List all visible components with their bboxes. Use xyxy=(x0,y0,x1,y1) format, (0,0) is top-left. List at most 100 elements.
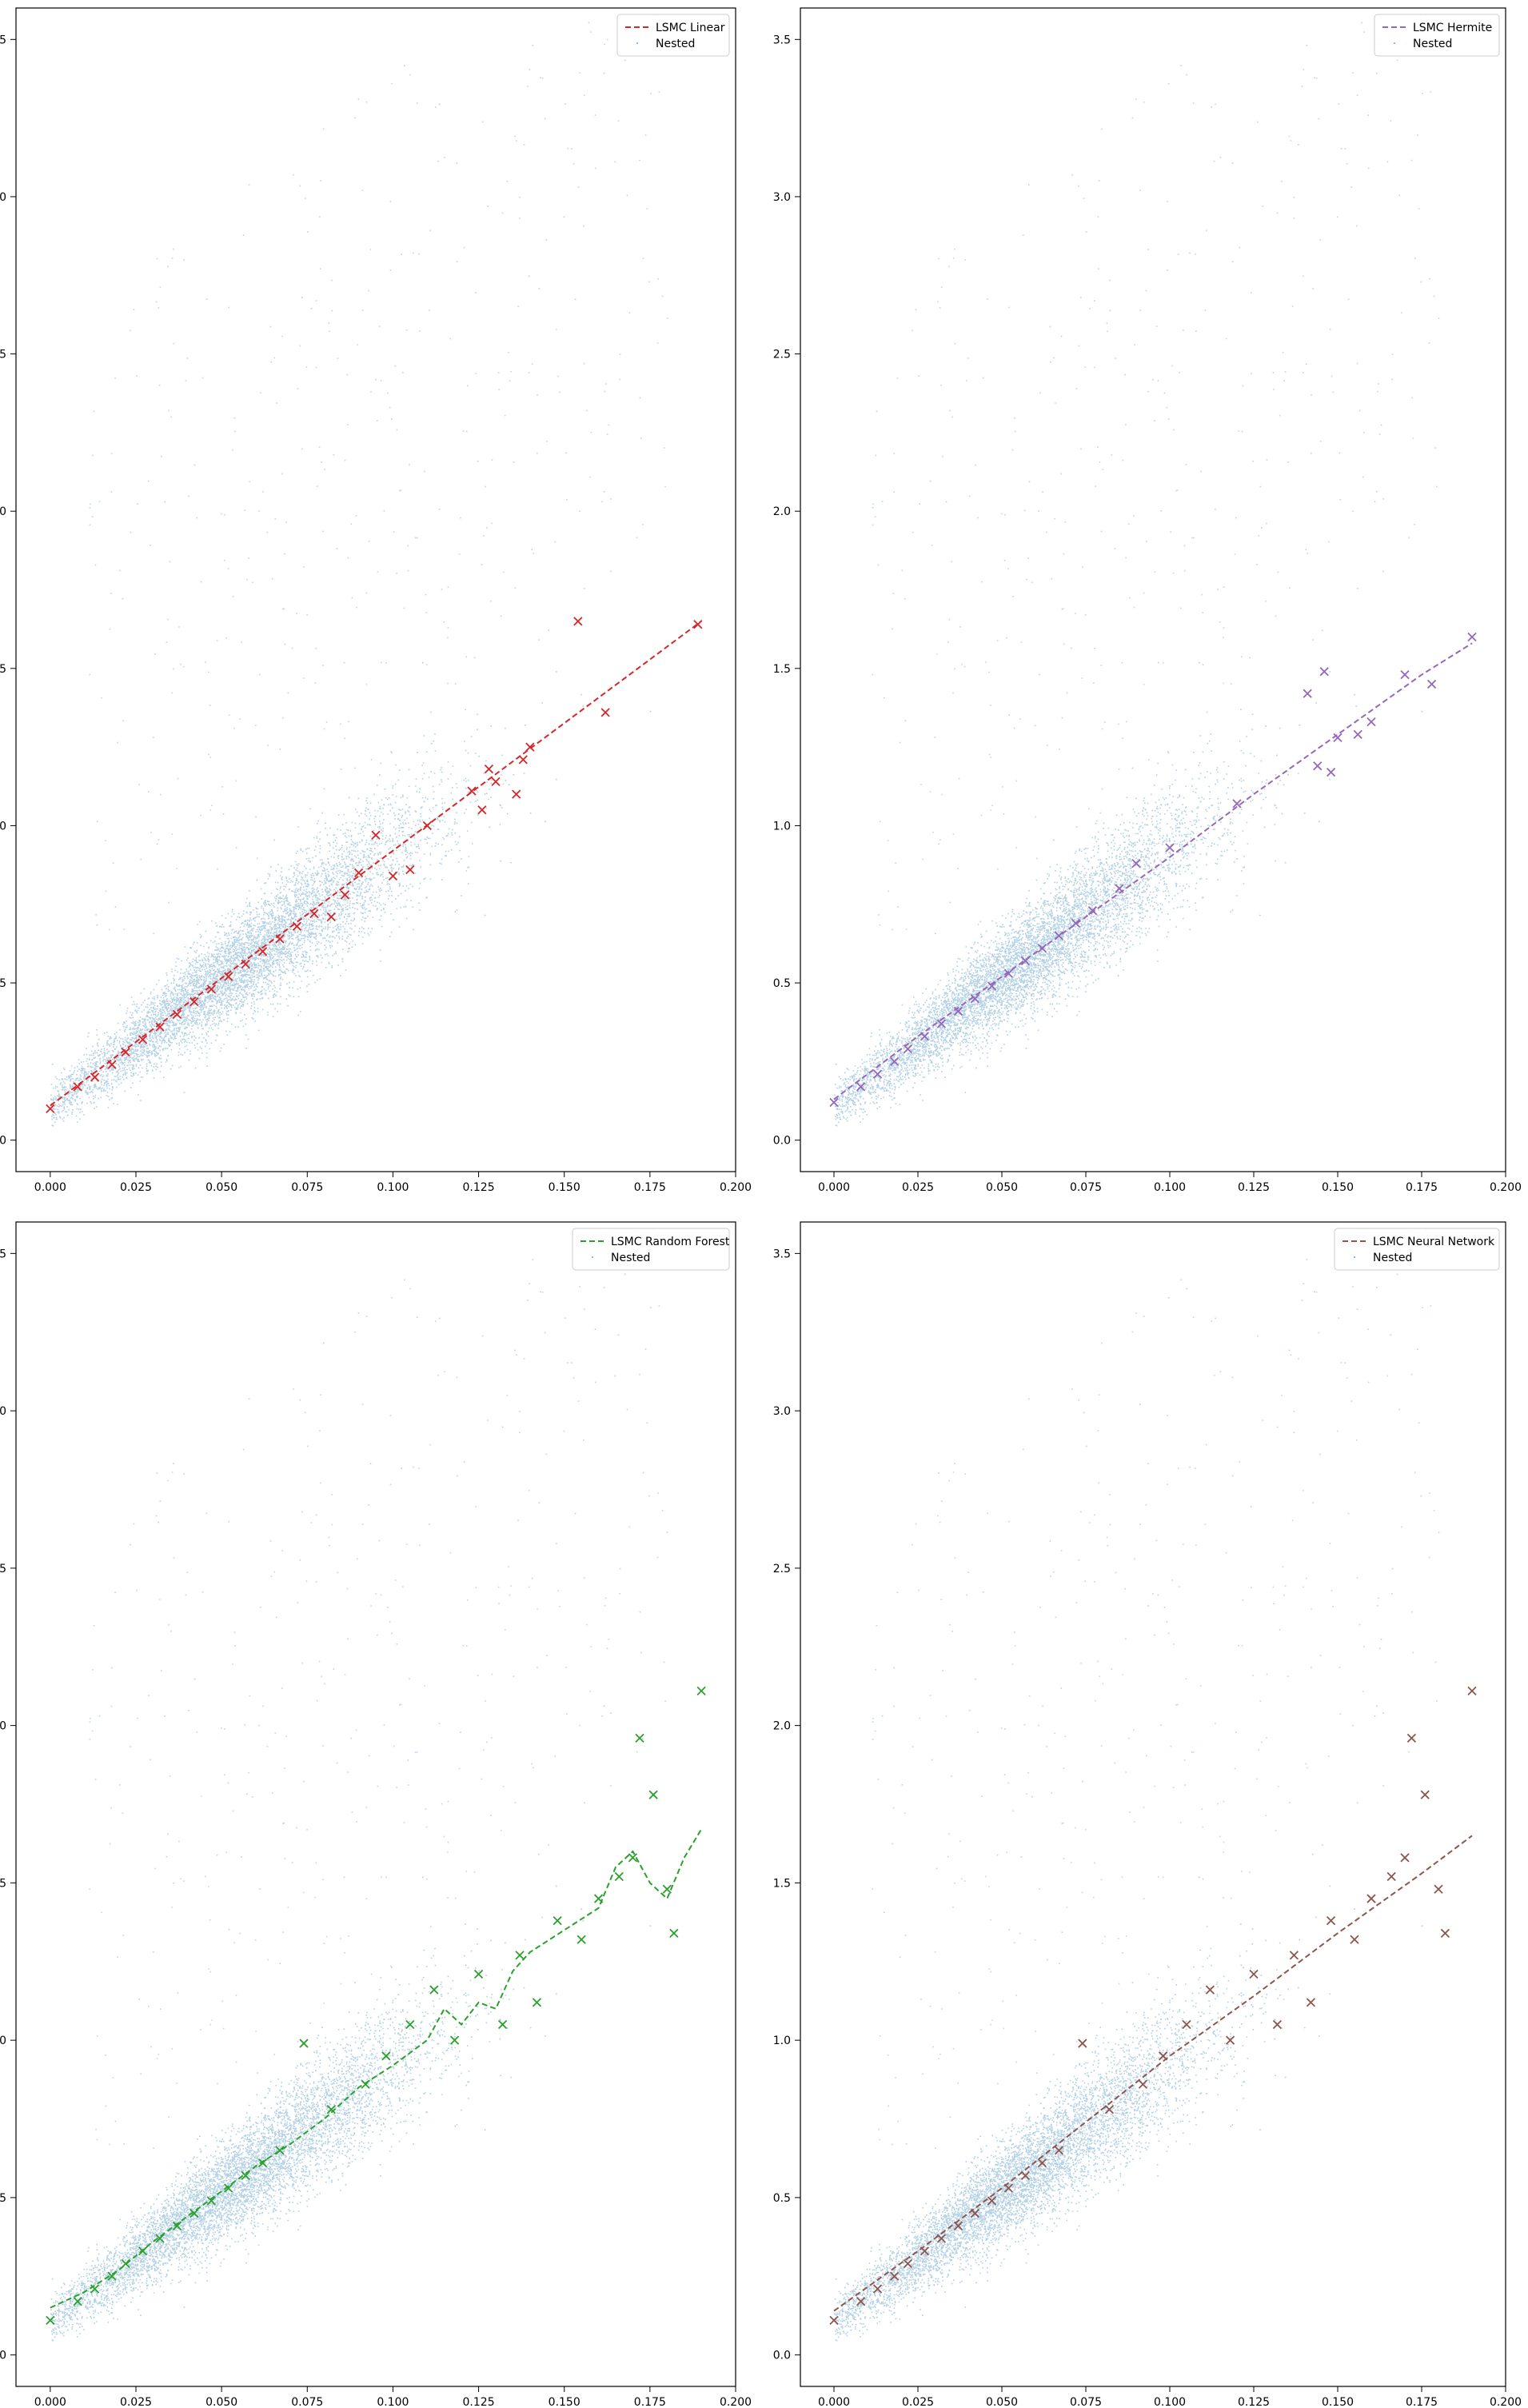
lsmc-x-marker xyxy=(1071,918,1081,928)
lsmc-x-marker xyxy=(467,786,477,796)
y-tick-label: 0.0 xyxy=(0,2350,6,2362)
y-tick-label: 0.5 xyxy=(0,2192,6,2205)
y-tick-label: 1.0 xyxy=(0,820,6,833)
lsmc-x-marker xyxy=(46,2315,55,2325)
plot-area xyxy=(829,14,1477,1127)
lsmc-x-marker xyxy=(73,2297,82,2306)
lsmc-x-marker xyxy=(90,1072,100,1082)
lsmc-x-marker xyxy=(46,1104,55,1113)
plot-area xyxy=(46,1228,706,2342)
x-tick-label: 0.000 xyxy=(818,1181,850,1194)
lsmc-x-marker xyxy=(1003,968,1014,978)
lsmc-x-marker xyxy=(512,789,521,799)
nested-scatter-points xyxy=(50,661,652,1127)
x-tick-label: 0.175 xyxy=(1406,1181,1438,1194)
lsmc-fit-line xyxy=(833,1835,1473,2312)
chart-panel-4: 0.000 0.025 0.050 0.075 0.100 0.125 0.150 0.175… xyxy=(773,1221,1522,2408)
lsmc-x-marker xyxy=(1003,2183,1014,2193)
lsmc-x-marker xyxy=(473,1969,484,1979)
nested-outlier-points xyxy=(89,14,668,934)
lsmc-x-marker xyxy=(491,777,501,787)
lsmc-x-marker xyxy=(121,2258,130,2269)
lsmc-x-marker xyxy=(515,1951,525,1960)
lsmc-x-marker xyxy=(224,2183,233,2193)
plot-area xyxy=(829,1228,1477,2342)
nested-outlier-points xyxy=(872,1228,1440,2149)
lsmc-x-marker xyxy=(206,984,216,994)
lsmc-x-marker xyxy=(936,1019,947,1028)
y-tick-label: 3.0 xyxy=(0,191,6,204)
plot-area xyxy=(46,14,703,1127)
lsmc-x-marker xyxy=(669,1928,679,1938)
lsmc-x-marker xyxy=(1138,2079,1148,2089)
x-tick-label: 0.200 xyxy=(720,1181,752,1194)
x-tick-label: 0.100 xyxy=(377,1181,409,1194)
lsmc-x-marker xyxy=(206,2196,216,2206)
nested-scatter-points xyxy=(834,661,1423,1127)
x-tick-label: 0.100 xyxy=(377,2396,409,2408)
lsmc-x-marker xyxy=(1020,956,1031,966)
lsmc-x-marker xyxy=(856,2297,866,2306)
lsmc-x-marker xyxy=(1104,2105,1115,2114)
lsmc-x-marker xyxy=(405,865,415,875)
lsmc-x-marker xyxy=(138,2246,148,2256)
lsmc-x-marker xyxy=(1087,905,1098,916)
lsmc-x-marker xyxy=(190,997,199,1007)
legend: LSMC Hermite Nested xyxy=(1374,14,1500,57)
lsmc-x-marker xyxy=(1386,1871,1396,1882)
lsmc-x-marker xyxy=(1205,1985,1215,1995)
x-tick-label: 0.025 xyxy=(902,2396,934,2408)
lsmc-x-marker xyxy=(987,981,997,991)
axes-frame xyxy=(15,7,736,1172)
legend-label-nested: Nested xyxy=(656,38,695,50)
lsmc-x-marker xyxy=(920,1032,930,1041)
x-tick-label: 0.200 xyxy=(1490,2396,1522,2408)
x-tick-label: 0.200 xyxy=(1490,1181,1522,1194)
lsmc-x-marker xyxy=(1158,2051,1168,2061)
lsmc-x-marker xyxy=(970,2208,980,2218)
lsmc-x-marker xyxy=(1406,1733,1417,1743)
x-tick-label: 0.075 xyxy=(291,1181,323,1194)
legend-label-nested: Nested xyxy=(611,1252,650,1264)
lsmc-x-marker xyxy=(138,1035,148,1044)
legend-dot-swatch xyxy=(636,42,638,44)
legend-label-lsmc: LSMC Random Forest xyxy=(611,1236,730,1248)
lsmc-x-marker xyxy=(1366,717,1376,727)
lsmc-x-marker xyxy=(903,2258,913,2269)
x-tick-label: 0.150 xyxy=(549,1181,580,1194)
lsmc-x-marker xyxy=(1054,931,1064,940)
lsmc-x-marker xyxy=(477,805,487,815)
lsmc-x-marker xyxy=(648,1790,658,1799)
lsmc-x-marker xyxy=(1350,1935,1359,1944)
lsmc-x-marker xyxy=(309,908,319,919)
lsmc-x-marker xyxy=(497,2019,508,2030)
lsmc-x-marker xyxy=(1037,2158,1047,2168)
lsmc-x-marker xyxy=(936,2234,947,2243)
legend: LSMC Linear Nested xyxy=(616,14,730,57)
lsmc-x-marker xyxy=(872,2284,883,2294)
y-tick-label: 3.0 xyxy=(773,1405,791,1418)
x-tick-label: 0.100 xyxy=(1154,2396,1186,2408)
chart-panel-2: 0.000 0.025 0.050 0.075 0.100 0.125 0.150 0.175… xyxy=(773,7,1522,1194)
x-tick-label: 0.000 xyxy=(34,2396,66,2408)
lsmc-x-marker xyxy=(299,2039,309,2048)
y-tick-label: 0.0 xyxy=(773,2350,791,2362)
lsmc-x-marker xyxy=(1434,1884,1443,1894)
lsmc-x-marker xyxy=(388,871,398,881)
lsmc-x-marker xyxy=(1440,1928,1450,1938)
legend-box xyxy=(1334,1228,1500,1271)
lsmc-x-marker xyxy=(1272,2019,1283,2030)
lsmc-x-marker xyxy=(90,2284,100,2294)
x-tick-label: 0.125 xyxy=(463,1181,495,1194)
x-tick-label: 0.125 xyxy=(1238,2396,1270,2408)
y-tick-label: 2.5 xyxy=(0,1563,6,1575)
nested-outlier-points xyxy=(89,1228,668,2149)
lsmc-x-marker xyxy=(532,1998,542,2007)
lsmc-x-marker xyxy=(518,755,528,765)
lsmc-x-marker xyxy=(155,1022,165,1032)
x-tick-label: 0.075 xyxy=(1070,1181,1102,1194)
lsmc-fit-line xyxy=(833,642,1473,1100)
x-tick-label: 0.175 xyxy=(634,1181,666,1194)
lsmc-x-marker xyxy=(1131,858,1141,869)
lsmc-x-marker xyxy=(1306,1998,1316,2007)
